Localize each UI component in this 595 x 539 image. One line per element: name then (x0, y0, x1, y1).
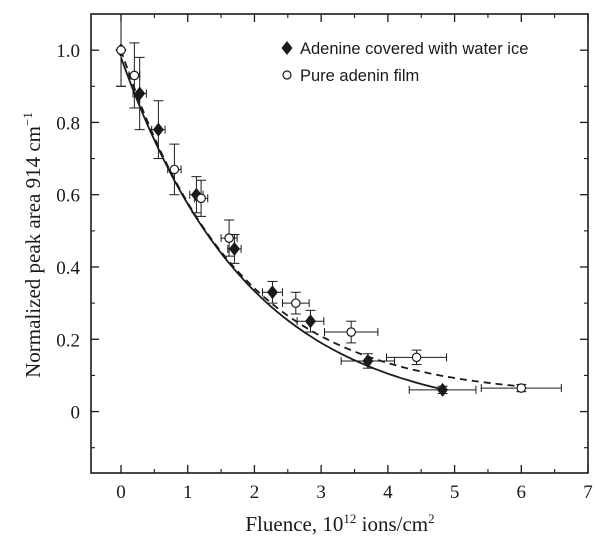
x-tick-label: 6 (517, 482, 527, 503)
fit-curve-pure-film (120, 49, 522, 388)
x-tick-label: 7 (583, 482, 593, 503)
data-point-pure-film (346, 327, 356, 337)
y-tick-label: 0.8 (56, 113, 80, 134)
data-point-water-ice (228, 241, 240, 256)
x-tick-label: 2 (250, 482, 260, 503)
legend-label-water-ice: Adenine covered with water ice (300, 40, 528, 58)
data-point-pure-film (116, 45, 126, 55)
data-point-pure-film (196, 193, 206, 204)
y-axis-title: Normalized peak area 914 cm−1 (20, 112, 45, 378)
data-point-pure-film (129, 70, 140, 81)
x-axis-title: Fluence, 1012 ions/cm2 (245, 511, 434, 536)
plot-frame (90, 13, 589, 474)
data-point-water-ice (134, 86, 146, 101)
legend-marker-water-ice (281, 41, 293, 55)
data-point-pure-film (516, 383, 527, 393)
x-tick-label: 3 (316, 482, 326, 503)
y-tick-label: 0.6 (56, 186, 80, 207)
data-point-water-ice (152, 122, 164, 137)
data-point-pure-film (224, 233, 234, 243)
legend: Adenine covered with water ice Pure aden… (281, 40, 528, 85)
legend-label-pure-film: Pure adenin film (300, 67, 419, 85)
data-point-water-ice (362, 353, 374, 368)
y-tick-label: 0.2 (56, 330, 80, 351)
data-point-pure-film (291, 298, 301, 308)
data-point-water-ice (304, 314, 316, 329)
x-tick-label: 4 (383, 482, 393, 503)
fit-lines (120, 49, 522, 391)
data-markers (115, 43, 527, 397)
x-tick-label: 0 (116, 482, 126, 503)
y-tick-label: 0 (71, 403, 81, 424)
x-tick-label: 5 (450, 482, 460, 503)
data-point-pure-film (169, 164, 180, 175)
data-point-water-ice (437, 382, 449, 397)
x-tick-label: 1 (183, 482, 193, 503)
y-tick-label: 1.0 (56, 41, 80, 62)
y-tick-label: 0.4 (56, 258, 80, 279)
data-point-water-ice (266, 285, 278, 300)
fit-curve-water-ice (120, 57, 445, 391)
axis-ticks: 0 1 2 3 4 5 6 7 0 0.2 0.4 0.6 0.8 1.0 (56, 14, 593, 503)
legend-marker-pure-film (282, 70, 292, 80)
data-point-pure-film (411, 352, 422, 363)
